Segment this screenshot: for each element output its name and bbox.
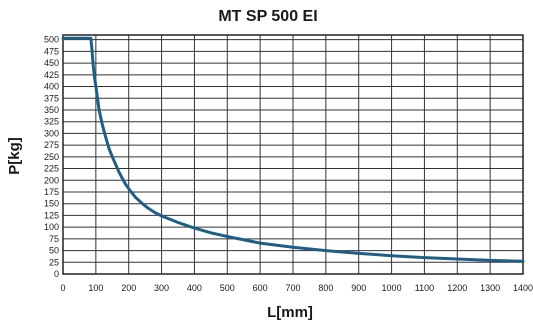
x-axis-label: L[mm]	[267, 304, 313, 321]
y-tick-label: 200	[44, 175, 59, 185]
y-tick-label: 275	[44, 140, 59, 150]
y-tick-label: 0	[54, 269, 59, 279]
y-tick-label: 425	[44, 70, 59, 80]
tick-labels: 0255075100125150175200225250275300325350…	[44, 35, 533, 293]
y-tick-label: 150	[44, 199, 59, 209]
x-tick-label: 0	[60, 283, 65, 293]
x-tick-label: 100	[88, 283, 103, 293]
y-tick-label: 375	[44, 93, 59, 103]
x-tick-label: 300	[154, 283, 169, 293]
y-axis-label: P[kg]	[6, 137, 23, 175]
x-tick-label: 1000	[382, 283, 402, 293]
y-tick-label: 400	[44, 82, 59, 92]
x-tick-label: 600	[253, 283, 268, 293]
y-tick-label: 225	[44, 164, 59, 174]
chart-title: MT SP 500 EI	[218, 8, 317, 25]
y-tick-label: 475	[44, 46, 59, 56]
series-layer	[61, 36, 525, 263]
y-tick-label: 325	[44, 117, 59, 127]
x-tick-label: 800	[318, 283, 333, 293]
y-tick-label: 50	[49, 246, 59, 256]
y-tick-label: 350	[44, 105, 59, 115]
y-tick-label: 450	[44, 58, 59, 68]
plot-border	[62, 34, 524, 275]
x-tick-label: 700	[285, 283, 300, 293]
x-tick-label: 400	[187, 283, 202, 293]
x-tick-label: 1300	[480, 283, 500, 293]
y-tick-label: 125	[44, 210, 59, 220]
y-tick-label: 175	[44, 187, 59, 197]
x-tick-label: 900	[351, 283, 366, 293]
grid	[62, 34, 524, 275]
y-tick-label: 500	[44, 35, 59, 45]
y-tick-label: 250	[44, 152, 59, 162]
x-tick-label: 1200	[447, 283, 467, 293]
y-tick-label: 300	[44, 128, 59, 138]
x-tick-label: 1100	[415, 283, 434, 293]
x-tick-label: 500	[220, 283, 235, 293]
x-tick-label: 1400	[513, 283, 533, 293]
y-tick-label: 75	[49, 234, 59, 244]
series-line	[61, 36, 525, 263]
y-tick-label: 25	[49, 257, 59, 267]
x-tick-label: 200	[121, 283, 136, 293]
y-tick-label: 100	[44, 222, 59, 232]
